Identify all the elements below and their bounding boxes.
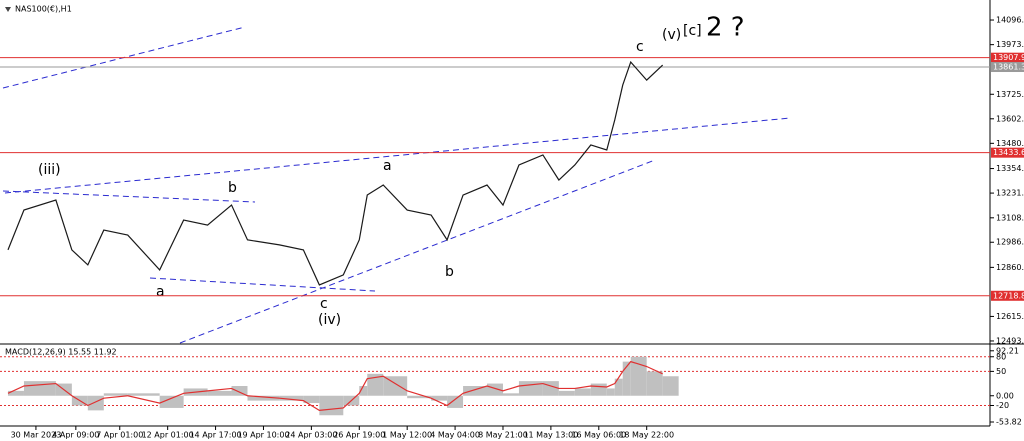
macd-histogram-bar [23,381,56,396]
macd-histogram-bar [231,386,248,396]
x-tick-label: 26 Apr 19:00 [333,431,385,440]
macd-histogram-bar [630,356,647,396]
wave-label: (iii) [38,162,61,178]
y-tick-label: 13725.2 [996,90,1024,99]
macd-histogram-bar [383,376,408,396]
macd-histogram-bar [574,388,591,396]
x-tick-label: 7 Apr 01:00 [96,431,143,440]
macd-histogram-bar [407,395,432,399]
trend-line [2,190,256,203]
x-tick-label: 18 May 22:00 [619,431,674,440]
macd-histogram-bar [646,371,663,396]
wave-label: b [228,180,237,196]
price-level-tag [991,52,1024,63]
macd-histogram-bar [279,395,304,401]
price-level-tag [991,147,1024,158]
macd-histogram-bar [622,361,631,396]
symbol-icon [5,7,11,12]
macd-histogram-bar [431,395,448,401]
y-tick-label: 12986.2 [996,238,1024,247]
trend-line [149,277,376,292]
y-tick-label: 12493.2 [996,336,1024,345]
x-tick-label: 16 May 06:00 [571,431,626,440]
macd-histogram-bar [662,376,679,396]
macd-histogram-bar [447,395,464,408]
y-tick-label: 50 [996,367,1006,376]
y-tick-label: 13480.2 [996,139,1024,148]
y-tick-label: 12615.7 [996,312,1024,321]
x-tick-label: 11 May 13:00 [523,431,578,440]
macd-histogram-bar [590,383,607,396]
macd-histogram-bar [359,386,368,396]
price-level-label: 13907.9 [993,53,1024,62]
macd-histogram-bar [518,381,543,396]
x-tick-label: 4 Apr 09:00 [52,431,99,440]
macd-histogram-bar [103,393,128,396]
price-level-tag [991,62,1024,73]
macd-histogram-bar [614,378,623,396]
wave-label: c [636,39,644,55]
price-level-label: 13861.3 [993,63,1024,72]
price-level-label: 13433.6 [993,148,1024,157]
y-tick-label: 0.00 [996,391,1014,400]
wave-label: a [156,284,165,300]
macd-histogram-bar [463,386,488,396]
x-tick-label: 1 May 12:00 [382,431,432,440]
wave-label: (v) [662,27,681,43]
y-tick-label: -53.82 [996,417,1022,426]
x-tick-label: 8 May 21:00 [478,431,528,440]
macd-histogram-bar [207,390,232,396]
y-tick-label: 12860.7 [996,263,1024,272]
macd-histogram-bar [87,395,104,411]
signal-line [7,360,663,411]
macd-histogram-bar [247,395,280,401]
x-tick-label: 19 Apr 10:00 [237,431,289,440]
x-tick-label: 4 May 04:00 [430,431,480,440]
macd-histogram-bar [606,388,615,396]
y-tick-label: 13231.7 [996,189,1024,198]
x-tick-label: 12 Apr 01:00 [142,431,194,440]
x-tick-label: 24 Apr 03:00 [285,431,337,440]
y-tick-label: 92.21 [996,346,1019,355]
y-tick-label: -20 [996,401,1009,410]
wave-label: a [383,158,392,174]
y-tick-label: 13602.7 [996,114,1024,123]
y-tick-label: 80 [996,352,1006,361]
macd-histogram-bar [303,395,320,404]
wave-label: c [320,296,328,312]
wave-label: 2 ? [706,13,745,43]
macd-histogram-bar [558,390,575,396]
macd-histogram-bar [502,393,519,396]
macd-histogram-bar [7,390,24,396]
macd-histogram-bar [159,395,184,408]
price-line [7,60,664,286]
wave-label: [c] [683,23,702,39]
indicator-title: MACD(12,26,9) 15.55 11.92 [5,348,117,357]
y-tick-label: 14096.0 [996,16,1024,25]
trend-line [4,117,791,194]
macd-histogram-bar [542,381,559,396]
trend-line [179,159,656,344]
macd-histogram-bar [367,373,384,396]
y-tick-label: 13354.2 [996,164,1024,173]
price-level-tag [991,290,1024,301]
x-tick-label: 14 Apr 17:00 [189,431,241,440]
price-level-label: 12718.8 [993,291,1024,300]
y-tick-label: 13108.2 [996,213,1024,222]
macd-histogram-bar [319,395,344,416]
wave-label: b [445,264,454,280]
wave-label: (iv) [318,312,341,328]
macd-histogram-bar [127,393,160,396]
x-tick-label: 30 Mar 2023 [11,431,62,440]
chart-title: NAS100(€),H1 [15,5,72,14]
y-tick-label: 13973.0 [996,40,1024,49]
